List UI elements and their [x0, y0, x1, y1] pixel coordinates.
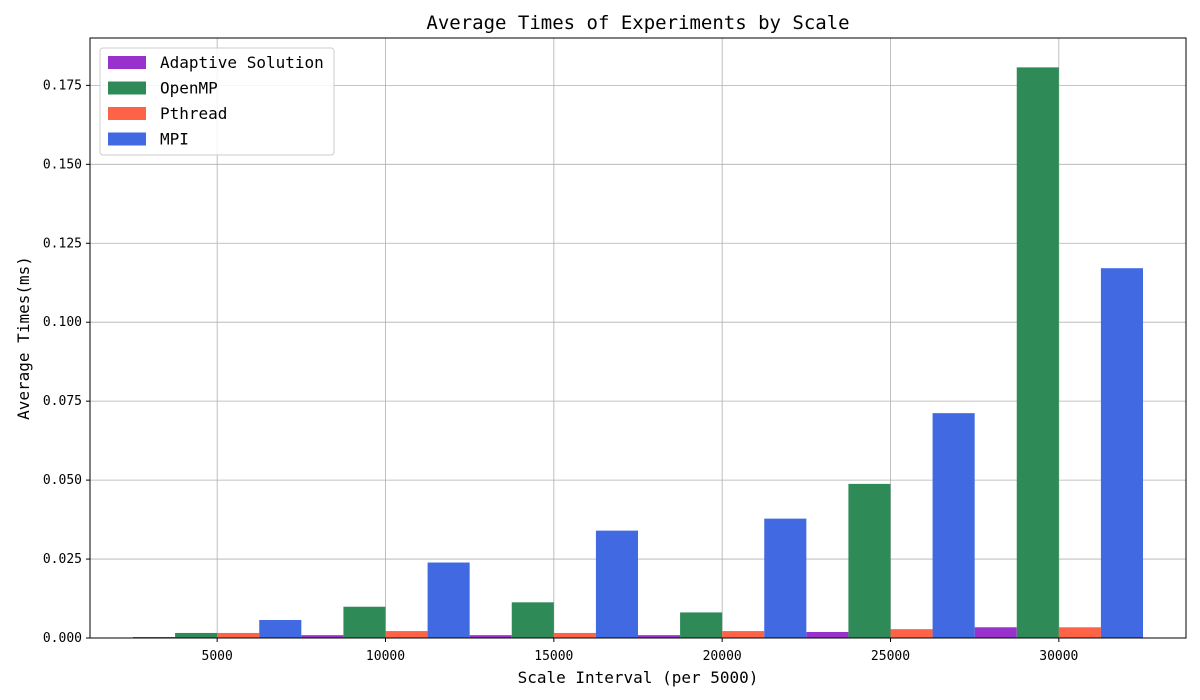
bar-pthread-10000 [385, 631, 428, 638]
bar-mpi-25000 [932, 413, 975, 638]
y-tick-label: 0.175 [43, 78, 82, 93]
bar-openmp-30000 [1016, 67, 1059, 639]
y-tick-label: 0.000 [43, 631, 82, 646]
y-tick-label: 0.150 [43, 157, 82, 172]
legend-box [99, 47, 335, 156]
y-tick-label: 0.050 [43, 473, 82, 488]
y-axis-ticks: 0.000 0.025 0.050 0.075 0.100 0.125 0.150 0.175 [43, 78, 90, 646]
bar-openmp-5000 [175, 632, 218, 638]
bar-pthread-5000 [217, 632, 260, 638]
legend-swatch [108, 132, 146, 146]
y-tick-label: 0.100 [43, 315, 82, 330]
bar-pthread-20000 [722, 631, 765, 638]
x-tick-label: 10000 [366, 649, 405, 664]
bar-mpi-10000 [427, 562, 470, 638]
bar-openmp-15000 [511, 602, 554, 638]
legend-swatch [108, 56, 146, 69]
bars [133, 67, 1143, 639]
bar-openmp-25000 [848, 483, 891, 638]
legend-swatch [108, 81, 146, 95]
legend-label: MPI [160, 130, 189, 149]
legend-label: Pthread [160, 104, 227, 123]
y-axis-label: Average Times(ms) [14, 256, 33, 420]
x-axis-label: Scale Interval (per 5000) [518, 668, 759, 687]
bar-pthread-25000 [890, 629, 933, 638]
bar-mpi-5000 [259, 620, 302, 638]
bar-adaptive-solution-10000 [301, 635, 344, 638]
x-tick-label: 15000 [534, 649, 573, 664]
x-tick-label: 20000 [703, 649, 742, 664]
bar-adaptive-solution-25000 [806, 632, 849, 638]
bar-openmp-10000 [343, 606, 386, 638]
bar-mpi-30000 [1100, 268, 1143, 638]
bar-mpi-20000 [764, 518, 807, 638]
y-tick-label: 0.125 [43, 236, 82, 251]
x-tick-label: 30000 [1039, 649, 1078, 664]
legend: Adaptive Solution OpenMP Pthread MPI [99, 47, 335, 156]
plot-frame [89, 37, 1187, 639]
chart-title: Average Times of Experiments by Scale [426, 12, 849, 34]
bar-pthread-30000 [1058, 627, 1101, 638]
legend-label: OpenMP [160, 79, 218, 98]
bar-openmp-20000 [680, 612, 723, 638]
x-tick-label: 5000 [202, 649, 233, 664]
legend-label: Adaptive Solution [160, 53, 324, 72]
bar-adaptive-solution-30000 [974, 627, 1017, 638]
bar-mpi-15000 [595, 530, 638, 638]
legend-swatch [108, 107, 146, 120]
bar-adaptive-solution-20000 [638, 635, 681, 638]
bar-adaptive-solution-15000 [469, 635, 512, 638]
bar-pthread-15000 [553, 632, 596, 638]
x-tick-label: 25000 [871, 649, 910, 664]
y-tick-label: 0.025 [43, 552, 82, 567]
x-axis-ticks: 5000 10000 15000 20000 25000 30000 [202, 638, 1078, 664]
y-tick-label: 0.075 [43, 394, 82, 409]
